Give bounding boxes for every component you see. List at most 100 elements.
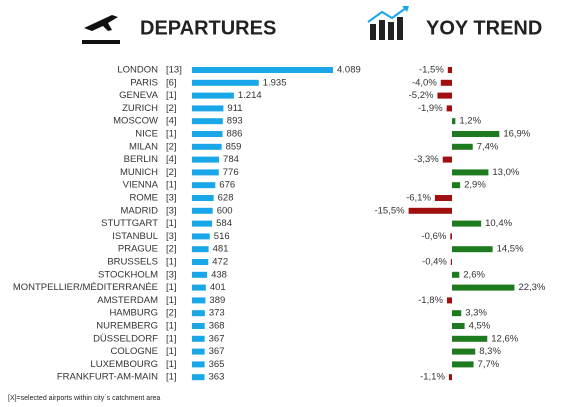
value-label: 784: [223, 154, 239, 165]
bar: [192, 335, 205, 342]
bar: [192, 271, 208, 278]
airport-count: [2]: [166, 308, 177, 319]
value-label: 1.214: [238, 90, 262, 101]
category-label: GENEVA: [119, 90, 159, 101]
airport-count: [13]: [166, 65, 182, 76]
airport-count: [2]: [166, 141, 177, 152]
value-label: 363: [209, 372, 225, 383]
airport-count: [6]: [166, 77, 177, 88]
bar: [192, 361, 205, 368]
category-label: PARIS: [130, 77, 158, 88]
bar: [192, 118, 223, 125]
value-label: -1,9%: [418, 103, 443, 114]
category-label: MONTPELLIER/MÉDITERRANÉE: [13, 282, 158, 293]
value-label: -0,4%: [422, 257, 447, 268]
category-label: MADRID: [121, 205, 159, 216]
value-label: 12,6%: [491, 333, 518, 344]
value-label: 2,9%: [464, 180, 486, 191]
bar: [446, 297, 452, 304]
airport-count: [1]: [166, 295, 177, 306]
value-label: 373: [209, 308, 225, 319]
value-label: -1,5%: [419, 65, 444, 76]
bar: [452, 335, 488, 342]
value-label: 13,0%: [492, 167, 519, 178]
value-label: 859: [226, 141, 242, 152]
bar: [440, 79, 452, 86]
bar: [192, 297, 206, 304]
category-label: NUREMBERG: [96, 321, 158, 332]
value-label: 1.935: [263, 77, 287, 88]
category-label: VIENNA: [123, 180, 159, 191]
value-label: -6,1%: [406, 193, 431, 204]
value-label: 10,4%: [485, 218, 512, 229]
bar: [450, 259, 452, 265]
category-label: STOCKHOLM: [98, 269, 158, 280]
bar: [408, 207, 452, 214]
category-label: MILAN: [129, 141, 158, 152]
bar: [448, 374, 452, 381]
bar: [192, 323, 205, 329]
bar: [192, 105, 224, 112]
value-label: -15,5%: [374, 205, 405, 216]
value-label: 600: [217, 205, 233, 216]
value-label: 22,3%: [518, 282, 545, 293]
value-label: -3,3%: [414, 154, 439, 165]
value-label: 776: [223, 167, 239, 178]
value-label: -0,6%: [421, 231, 446, 242]
bar: [192, 284, 206, 291]
bar: [192, 310, 205, 317]
value-label: 1,2%: [459, 116, 481, 127]
bar: [192, 92, 234, 99]
bar: [192, 156, 220, 163]
value-label: 893: [227, 116, 243, 127]
bar: [192, 67, 333, 73]
bar: [447, 67, 452, 73]
bar: [452, 323, 465, 329]
bar: [192, 220, 213, 227]
category-label: COLOGNE: [110, 346, 158, 357]
value-label: 7,4%: [477, 141, 499, 152]
category-label: PRAGUE: [118, 244, 158, 255]
bar: [452, 131, 500, 137]
bar: [192, 207, 213, 214]
airport-count: [3]: [166, 205, 177, 216]
value-label: 4,5%: [469, 321, 491, 332]
airport-count: [1]: [166, 282, 177, 293]
bar: [452, 310, 462, 317]
value-label: 389: [209, 295, 225, 306]
value-label: 481: [213, 244, 229, 255]
value-label: 472: [212, 257, 228, 268]
airport-count: [1]: [166, 359, 177, 370]
bar: [452, 284, 515, 291]
value-label: 365: [209, 359, 225, 370]
value-label: -1,1%: [420, 372, 445, 383]
airport-count: [1]: [166, 90, 177, 101]
category-label: LUXEMBOURG: [90, 359, 158, 370]
bar: [192, 143, 222, 150]
category-label: MOSCOW: [113, 116, 158, 127]
bar: [450, 233, 452, 240]
value-label: 911: [227, 103, 242, 114]
category-label: NICE: [135, 129, 158, 140]
bar: [192, 233, 210, 240]
airport-count: [2]: [166, 167, 177, 178]
value-label: -4,0%: [412, 77, 437, 88]
airport-count: [1]: [166, 333, 177, 344]
plane-icon: [82, 15, 120, 44]
value-label: 4.089: [337, 65, 361, 76]
value-label: -1,8%: [418, 295, 443, 306]
value-label: 368: [209, 321, 225, 332]
category-label: HAMBURG: [109, 308, 158, 319]
bar: [192, 259, 209, 265]
bar: [192, 246, 209, 253]
footnote: [X]=selected airports within city´s catc…: [8, 395, 160, 402]
value-label: 886: [227, 129, 243, 140]
bar: [452, 182, 461, 189]
bar: [452, 169, 489, 176]
airport-count: [4]: [166, 154, 177, 165]
bar: [452, 118, 456, 125]
bar: [446, 105, 452, 112]
category-label: DÜSSELDORF: [93, 333, 158, 344]
airport-count: [3]: [166, 231, 177, 242]
